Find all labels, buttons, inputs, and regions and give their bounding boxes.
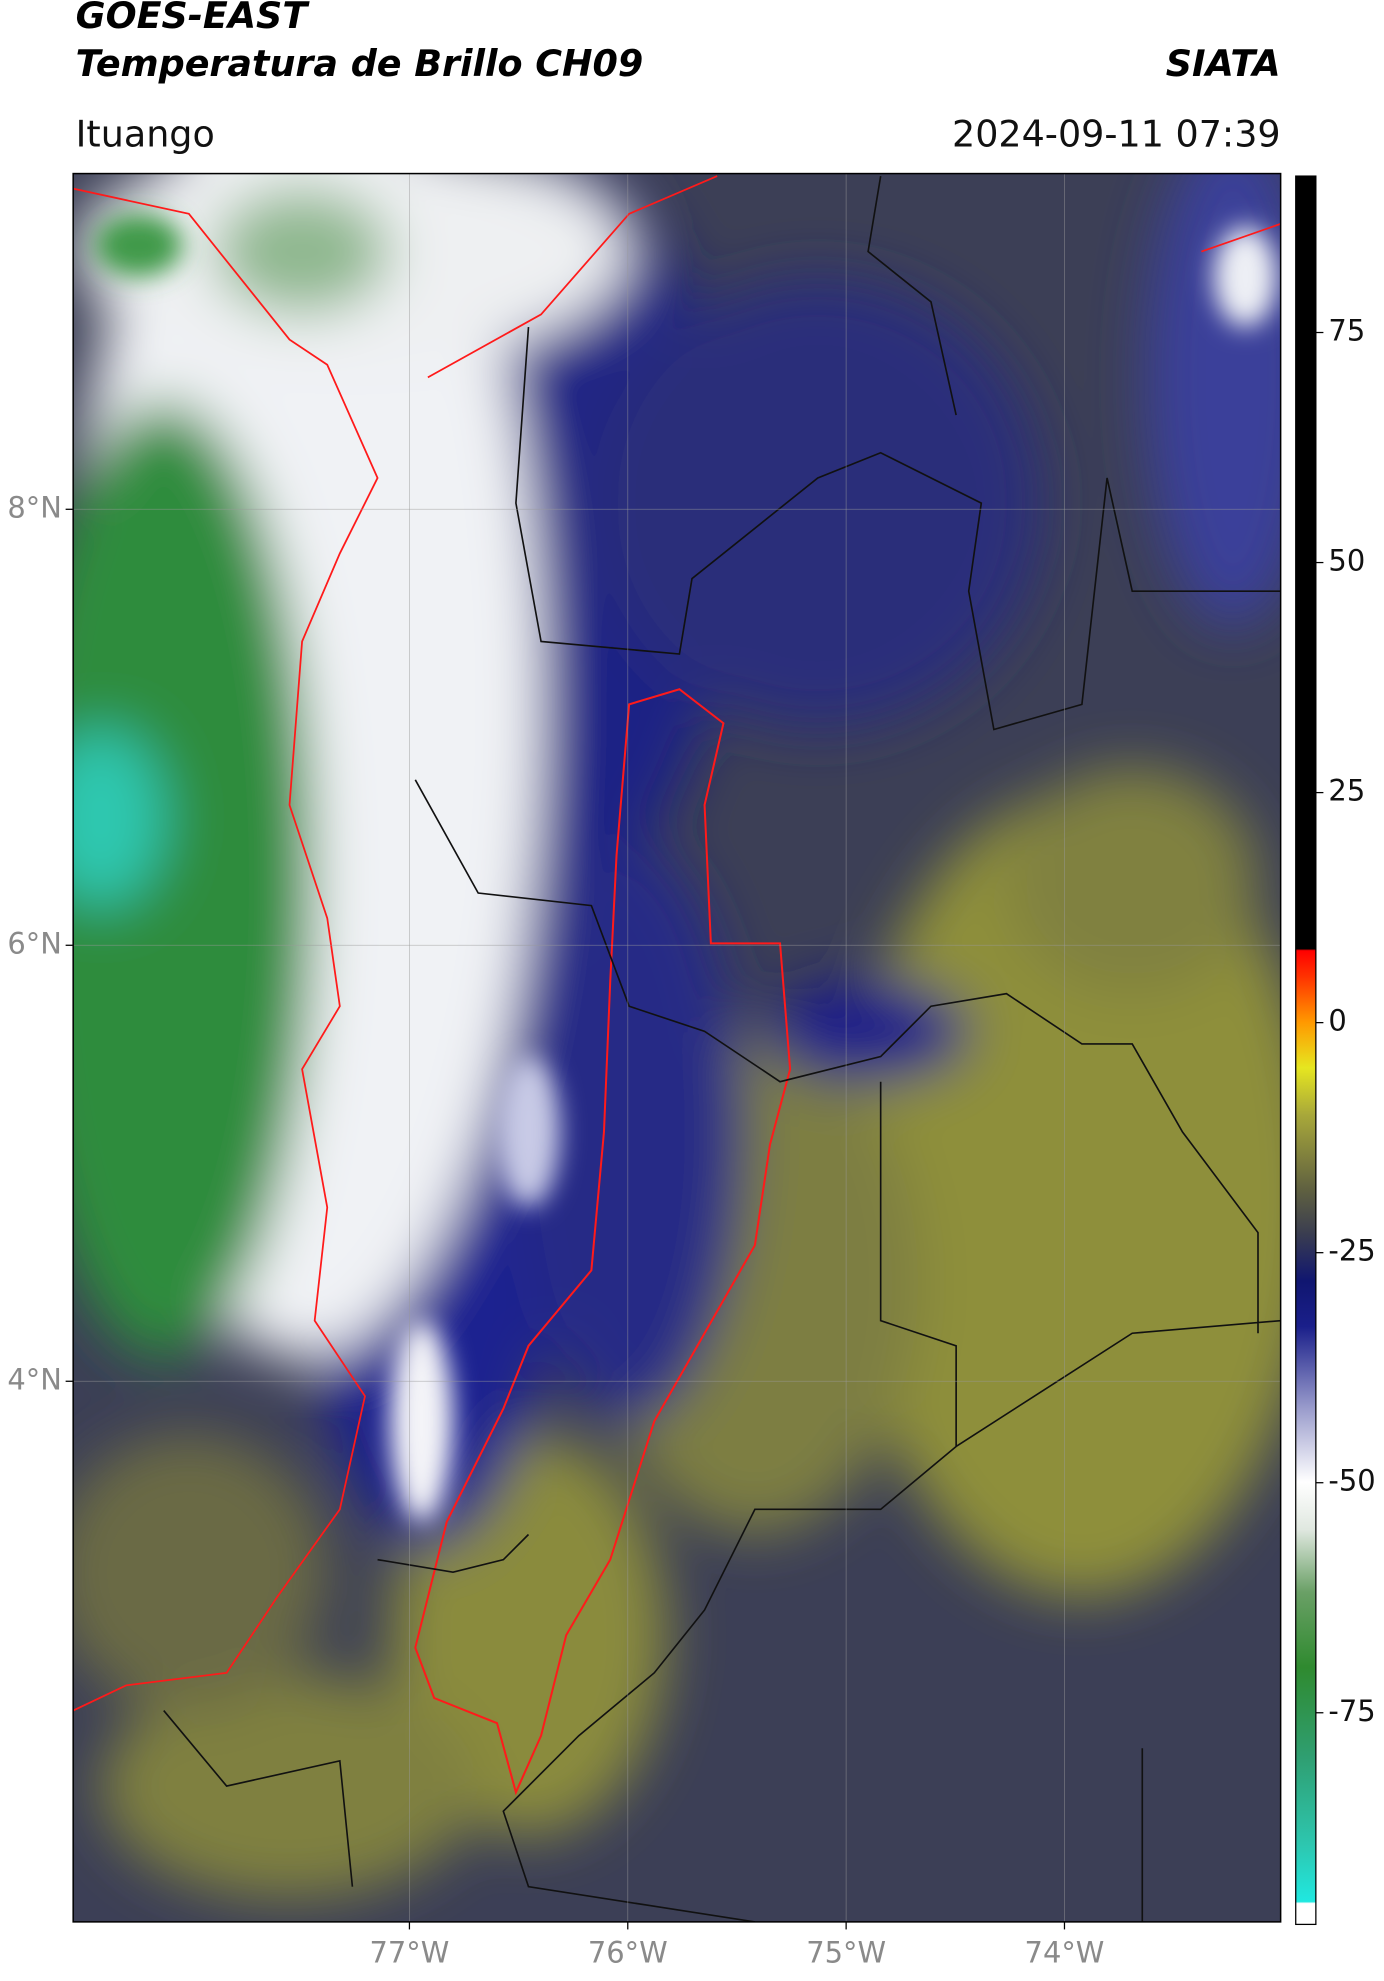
colorbar-tick-label: -25 [1328,1234,1375,1268]
y-tick-label: 8°N [7,490,61,524]
subtitle: Temperatura de Brillo CH09 [76,42,644,85]
colorbar [1295,175,1317,1926]
x-tick-label: 76°W [588,1936,668,1970]
source: SIATA [1166,42,1281,85]
colorbar-tick-label: 25 [1328,774,1365,808]
colorbar-tick-label: 50 [1328,544,1365,578]
graticule [73,173,1281,1922]
colorbar-tick-label: -50 [1328,1464,1375,1498]
region: Ituango [76,112,215,155]
map-frame [72,172,1282,1923]
x-tick-label: 77°W [370,1936,450,1970]
title: GOES-EAST [76,0,311,37]
y-tick-label: 6°N [7,926,61,960]
x-tick-label: 75°W [806,1936,886,1970]
y-tick-label: 4°N [7,1362,61,1396]
colorbar-tick-label: 75 [1328,314,1365,348]
colorbar-tick-label: 0 [1328,1004,1346,1038]
x-tick-label: 74°W [1025,1936,1105,1970]
satellite-image [73,173,1281,1922]
colorbar-tick-label: -75 [1328,1694,1375,1728]
datetime: 2024-09-11 07:39 [952,112,1281,155]
ticks: 77°W 76°W 75°W 74°W 8°N 6°N 4°N 75 50 25 0 -25 -50 -7… [7,314,1375,1970]
